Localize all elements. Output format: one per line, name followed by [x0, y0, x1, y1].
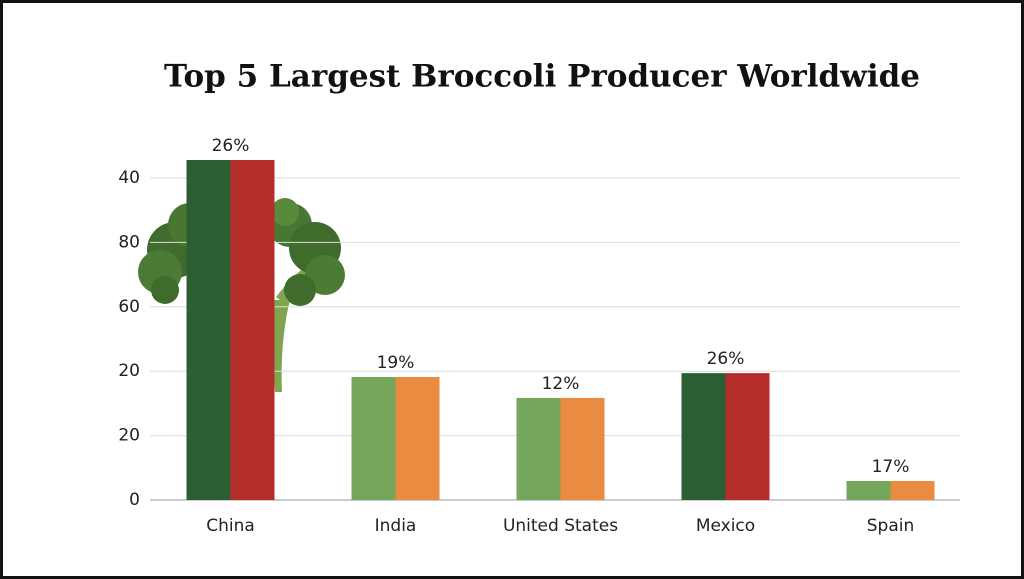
y-tick-label: 20: [118, 361, 140, 381]
bar-right: [560, 397, 605, 500]
bar-label: 26%: [707, 349, 745, 369]
bar-left: [351, 377, 396, 500]
bar-label: 17%: [872, 457, 910, 477]
bar-left: [846, 481, 891, 500]
y-tick-label: 20: [118, 426, 140, 446]
y-tick-label: 0: [129, 490, 140, 510]
bar-label: 12%: [542, 374, 580, 394]
bar-right: [395, 377, 440, 500]
x-tick-label: India: [375, 516, 417, 536]
bar-left: [516, 397, 561, 500]
bar-right: [230, 159, 275, 501]
y-tick-label: 40: [118, 168, 140, 188]
bar-right: [725, 373, 770, 500]
bar-left: [186, 159, 231, 501]
bar-right: [890, 481, 935, 500]
bar-label: 26%: [212, 136, 250, 156]
bar-label: 19%: [377, 353, 415, 373]
x-tick-label: United States: [503, 516, 618, 536]
x-tick-label: Spain: [867, 516, 915, 536]
x-tick-label: Mexico: [696, 516, 755, 536]
x-tick-label: China: [206, 516, 255, 536]
y-tick-label: 60: [118, 297, 140, 317]
chart-title: Top 5 Largest Broccoli Producer Worldwid…: [164, 59, 920, 95]
y-tick-label: 80: [118, 232, 140, 252]
bar-left: [681, 373, 726, 500]
